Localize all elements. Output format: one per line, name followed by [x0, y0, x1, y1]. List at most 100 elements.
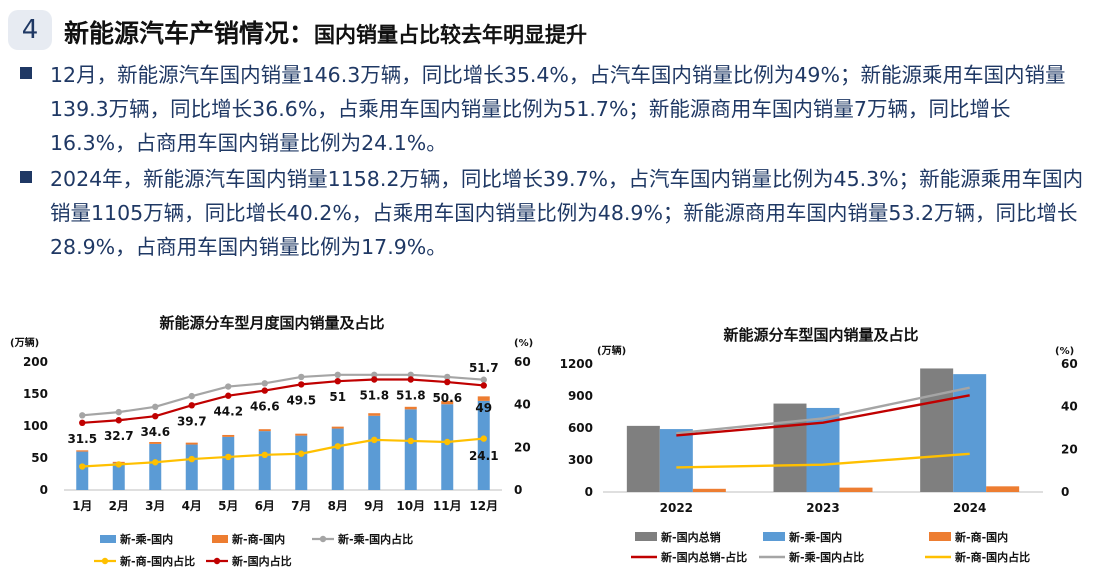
line-point: [115, 408, 122, 416]
legend-label: 新-乘-国内占比: [789, 550, 864, 564]
data-label-commercial-share: 24.1: [469, 449, 499, 463]
bar-0: [626, 425, 660, 492]
bar-2: [692, 488, 726, 492]
line-point: [371, 376, 378, 383]
data-label: 51.8: [396, 388, 426, 402]
x-tick-label: 2023: [806, 501, 839, 515]
line-point: [371, 371, 378, 378]
y-tick-label: 0: [40, 483, 48, 497]
bar-passenger: [477, 400, 490, 490]
line-point: [334, 371, 341, 378]
legend-label: 新-乘-国内: [120, 532, 173, 546]
line-point: [79, 463, 86, 470]
y2-tick-label: 0: [514, 483, 522, 497]
legend-swatch-dot: [319, 535, 327, 543]
bar-commercial: [185, 442, 198, 445]
x-tick-label: 6月: [255, 499, 275, 513]
bullet-text: 12月，新能源汽车国内销量146.3万辆，同比增长35.4%，占汽车国内销量比例…: [50, 63, 1066, 155]
bar-passenger: [331, 428, 344, 490]
line-point: [371, 436, 378, 444]
data-label: 44.2: [213, 405, 243, 419]
monthly-sales-chart: 新能源分车型月度国内销量及占比 (万辆) (%) 0 50 100 150 200 0 20 40 6…: [10, 314, 533, 568]
bar-passenger: [295, 435, 308, 490]
line-point: [261, 387, 268, 394]
data-label-passenger-share: 51.7: [469, 361, 499, 375]
series-line: [676, 394, 970, 437]
bar-commercial: [441, 401, 454, 405]
left-axis-unit: (万辆): [10, 336, 39, 349]
line-point: [152, 412, 159, 420]
y-tick-label: 900: [568, 389, 593, 403]
title-subtitle: 国内销量占比较去年明显提升: [314, 23, 588, 47]
line-point: [298, 381, 305, 388]
line-point: [407, 376, 414, 383]
annual-sales-chart: 新能源分车型国内销量及占比 (万辆) (%) 0 300 600 900 1200 0 20 40 6…: [560, 326, 1078, 564]
line-point: [407, 371, 414, 378]
left-axis-unit: (万辆): [597, 344, 626, 357]
bar-passenger: [441, 404, 454, 490]
y-tick-label: 50: [31, 451, 48, 465]
line-point: [115, 417, 122, 424]
legend-swatch: [929, 532, 951, 541]
y-tick-label: 600: [568, 421, 593, 435]
y2-tick-label: 60: [514, 355, 531, 369]
line-point: [298, 450, 305, 457]
line-point: [188, 455, 195, 463]
line-point: [79, 412, 86, 419]
bar-passenger: [149, 443, 162, 490]
line-point: [444, 373, 451, 381]
series-line: [676, 386, 970, 435]
x-tick-label: 12月: [469, 499, 498, 513]
bar-passenger: [76, 451, 89, 490]
x-tick-label: 11月: [433, 499, 462, 513]
x-tick-label: 9月: [364, 499, 384, 513]
line-point: [444, 378, 451, 386]
right-axis-unit: (%): [514, 338, 533, 349]
x-tick-label: 3月: [145, 499, 165, 513]
y2-tick-label: 20: [1061, 442, 1078, 456]
legend-label: 新-商-国内: [232, 532, 285, 546]
legend-label: 新-国内占比: [232, 554, 292, 568]
legend-swatch: [763, 532, 785, 541]
y-tick-label: 300: [568, 453, 593, 467]
bullet-square-icon: [20, 67, 32, 79]
line-point: [334, 443, 341, 450]
line-point: [261, 380, 268, 387]
bar-2: [839, 487, 873, 492]
line-point: [79, 419, 86, 426]
bar-passenger: [368, 415, 381, 490]
legend-label: 新-乘-国内占比: [338, 532, 413, 546]
legend-swatch: [635, 532, 657, 541]
bar-passenger: [258, 431, 271, 490]
bar-1: [953, 374, 987, 492]
title-text: 新能源汽车产销情况：: [64, 19, 315, 48]
data-label: 46.6: [250, 400, 280, 414]
x-tick-label: 2月: [109, 499, 129, 513]
slide-title: 新能源汽车产销情况：国内销量占比较去年明显提升: [64, 14, 587, 50]
bar-0: [920, 368, 954, 492]
legend-label: 新-商-国内占比: [955, 550, 1030, 564]
legend-label: 新-乘-国内: [789, 530, 842, 544]
legend-label: 新-商-国内占比: [120, 554, 195, 568]
legend-label: 新-商-国内: [955, 530, 1008, 544]
bullet-text: 2024年，新能源汽车国内销量1158.2万辆，同比增长39.7%，占汽车国内销…: [50, 167, 1084, 259]
legend-swatch-dot: [213, 557, 221, 565]
x-tick-label: 7月: [291, 499, 311, 513]
line-point: [480, 382, 487, 389]
y-tick-label: 150: [23, 387, 48, 401]
series-line: [82, 378, 484, 424]
series-line: [82, 437, 484, 468]
y2-tick-label: 0: [1061, 485, 1069, 499]
bar-commercial: [295, 433, 308, 436]
line-point: [444, 438, 451, 446]
bar-passenger: [222, 436, 235, 490]
legend-label: 新-国内总销: [661, 530, 721, 544]
line-point: [407, 437, 414, 445]
series-line: [82, 373, 484, 417]
bar-commercial: [222, 434, 235, 437]
y2-tick-label: 20: [514, 440, 531, 454]
y-tick-label: 100: [23, 419, 48, 433]
chart-title: 新能源分车型月度国内销量及占比: [159, 314, 384, 332]
series-line: [676, 452, 970, 469]
